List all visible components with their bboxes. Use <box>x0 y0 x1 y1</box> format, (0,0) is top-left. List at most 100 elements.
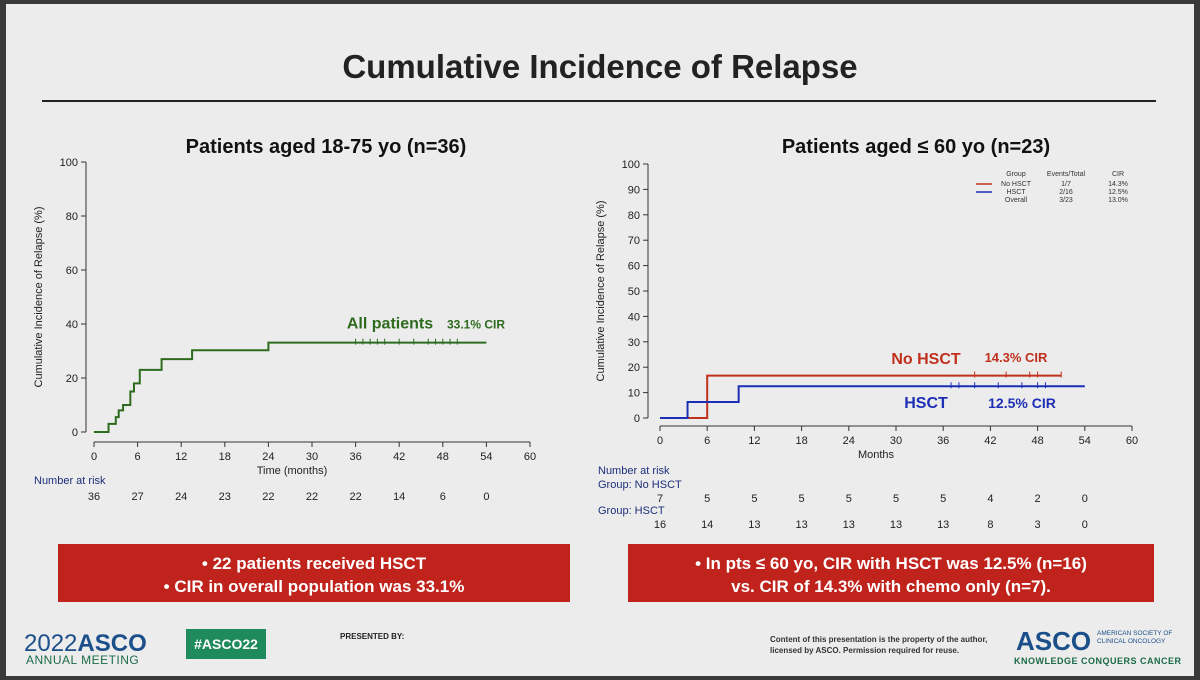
x-tick-label: 30 <box>890 435 902 447</box>
number-at-risk-value: 14 <box>701 519 713 531</box>
y-tick-label: 20 <box>628 362 640 374</box>
number-at-risk-value: 16 <box>654 519 666 531</box>
society-name: AMERICAN SOCIETY OF CLINICAL ONCOLOGY <box>1097 630 1173 645</box>
y-tick-label: 30 <box>628 337 640 349</box>
x-tick-label: 6 <box>135 451 141 463</box>
series-line-hsct <box>660 385 1085 419</box>
y-tick-label: 80 <box>66 211 78 223</box>
number-at-risk-value: 5 <box>799 493 805 505</box>
left-chart-subtitle: Patients aged 18-75 yo (n=36) <box>185 136 467 158</box>
y-tick-label: 100 <box>622 159 640 171</box>
x-tick-label: 54 <box>480 451 492 463</box>
legend-header: CIR <box>1112 171 1124 178</box>
x-tick-label: 60 <box>524 451 536 463</box>
hashtag-badge: #ASCO22 <box>186 629 266 659</box>
legend-group: Overall <box>1005 197 1028 204</box>
left-callout: • 22 patients received HSCT • CIR in ove… <box>58 544 570 602</box>
footer-meeting-name: ANNUAL MEETING <box>26 653 140 667</box>
number-at-risk-header: Number at risk <box>598 465 670 477</box>
number-at-risk-value: 3 <box>1035 519 1041 531</box>
legend-group: No HSCT <box>1001 181 1032 188</box>
legend-cir: 12.5% <box>1108 189 1128 196</box>
number-at-risk-value: 5 <box>846 493 852 505</box>
right-callout: • In pts ≤ 60 yo, CIR with HSCT was 12.5… <box>628 544 1154 602</box>
no-hsct-cir-label: 14.3% CIR <box>985 350 1048 365</box>
x-tick-label: 6 <box>704 435 710 447</box>
right-chart-subtitle: Patients aged ≤ 60 yo (n=23) <box>781 136 1051 158</box>
x-tick-label: 36 <box>937 435 949 447</box>
x-tick-label: 24 <box>843 435 855 447</box>
number-at-risk-value: 5 <box>940 493 946 505</box>
y-tick-label: 80 <box>628 210 640 222</box>
number-at-risk-group-label: Group: HSCT <box>598 505 665 517</box>
number-at-risk-value: 2 <box>1035 493 1041 505</box>
y-tick-label: 100 <box>60 157 78 169</box>
footer-year: 2022 <box>24 630 78 657</box>
hsct-label: HSCT <box>904 395 948 412</box>
number-at-risk-value: 13 <box>937 519 949 531</box>
y-axis-label: Cumulative Incidence of Relapse (%) <box>595 201 607 382</box>
y-tick-label: 60 <box>628 261 640 273</box>
asco-logo: ASCO <box>1016 626 1092 656</box>
number-at-risk-value: 7 <box>657 493 663 505</box>
x-tick-label: 18 <box>795 435 807 447</box>
number-at-risk-value: 27 <box>131 491 143 503</box>
right-callout-line-1: • In pts ≤ 60 yo, CIR with HSCT was 12.5… <box>695 554 1087 573</box>
y-tick-label: 90 <box>628 184 640 196</box>
x-tick-label: 36 <box>349 451 361 463</box>
slide-title: Cumulative Incidence of Relapse <box>342 48 858 85</box>
left-callout-line-2: • CIR in overall population was 33.1% <box>163 577 465 596</box>
x-tick-label: 0 <box>91 451 97 463</box>
number-at-risk-value: 14 <box>393 491 405 503</box>
footer-brand: ASCO <box>77 630 147 657</box>
legend-events: 3/23 <box>1059 197 1073 204</box>
legend-header: Group <box>1006 171 1026 178</box>
number-at-risk-value: 5 <box>751 493 757 505</box>
legend-events: 1/7 <box>1061 181 1071 188</box>
x-axis-label: Months <box>858 449 895 461</box>
x-tick-label: 42 <box>984 435 996 447</box>
x-tick-label: 54 <box>1079 435 1091 447</box>
number-at-risk-value: 13 <box>843 519 855 531</box>
number-at-risk-value: 22 <box>306 491 318 503</box>
x-tick-label: 18 <box>219 451 231 463</box>
asco-tagline: KNOWLEDGE CONQUERS CANCER <box>1014 656 1182 666</box>
number-at-risk-value: 8 <box>987 519 993 531</box>
legend-group: HSCT <box>1006 189 1026 196</box>
number-at-risk-value: 22 <box>349 491 361 503</box>
legend-cir: 13.0% <box>1108 197 1128 204</box>
left-callout-line-1: • 22 patients received HSCT <box>201 554 427 573</box>
number-at-risk-value: 13 <box>890 519 902 531</box>
x-tick-label: 30 <box>306 451 318 463</box>
y-tick-label: 40 <box>66 319 78 331</box>
x-tick-label: 48 <box>1031 435 1043 447</box>
number-at-risk-value: 24 <box>175 491 187 503</box>
number-at-risk-value: 23 <box>219 491 231 503</box>
x-tick-label: 42 <box>393 451 405 463</box>
series-line-all-patients <box>94 341 487 433</box>
y-tick-label: 40 <box>628 311 640 323</box>
number-at-risk-value: 36 <box>88 491 100 503</box>
y-tick-label: 50 <box>628 286 640 298</box>
x-tick-label: 12 <box>748 435 760 447</box>
y-tick-label: 70 <box>628 235 640 247</box>
no-hsct-label: No HSCT <box>891 351 961 368</box>
hsct-cir-label: 12.5% CIR <box>988 395 1056 411</box>
x-tick-label: 60 <box>1126 435 1138 447</box>
y-axis-label: Cumulative Incidence of Relapse (%) <box>33 207 45 388</box>
x-tick-label: 0 <box>657 435 663 447</box>
number-at-risk-group-label: Group: No HSCT <box>598 479 682 491</box>
number-at-risk-value: 0 <box>483 491 489 503</box>
number-at-risk-value: 0 <box>1082 519 1088 531</box>
legend-events: 2/16 <box>1059 189 1073 196</box>
y-tick-label: 10 <box>628 388 640 400</box>
x-tick-label: 48 <box>437 451 449 463</box>
number-at-risk-value: 13 <box>748 519 760 531</box>
title-rule <box>42 100 1156 102</box>
number-at-risk-value: 0 <box>1082 493 1088 505</box>
presented-by-label: PRESENTED BY: <box>340 632 405 641</box>
x-tick-label: 24 <box>262 451 274 463</box>
copyright-note: Content of this presentation is the prop… <box>770 635 988 655</box>
number-at-risk-value: 4 <box>987 493 993 505</box>
